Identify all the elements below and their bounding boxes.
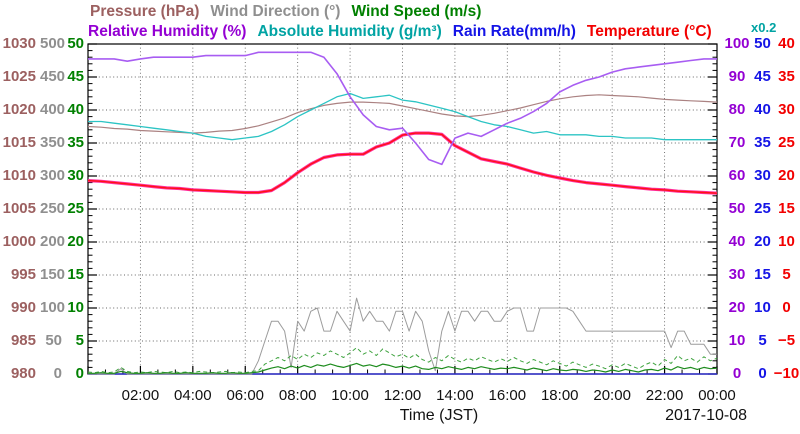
tick-label-wind_speed: 35 (67, 134, 84, 151)
legend-rain-rate: Rain Rate(mm/h) (452, 23, 576, 40)
tick-label-wind_direction: 400 (40, 101, 66, 118)
tick-label-time: 00:00 (698, 387, 736, 404)
tick-label-wind_direction: 100 (40, 299, 66, 316)
tick-label-wind_speed: 25 (67, 200, 84, 217)
tick-label-wind_direction: 250 (40, 200, 66, 217)
tick-label-temperature: 10 (778, 233, 795, 250)
tick-label-time: 14:00 (436, 387, 474, 404)
tick-label-wind_direction: 500 (40, 35, 66, 52)
tick-label-time: 16:00 (488, 387, 527, 404)
tick-label-temperature: 35 (778, 68, 795, 85)
tick-label-temperature: 15 (778, 200, 795, 217)
legend-temperature: Temperature (°C) (586, 23, 712, 40)
tick-label-rain_rate: 0 (758, 365, 767, 382)
tick-label-rain_rate: 10 (754, 299, 771, 316)
tick-label-rain_rate: 50 (754, 35, 771, 52)
legend-wind-direction: Wind Direction (°) (210, 3, 341, 20)
tick-label-pressure: 1030 (2, 35, 36, 52)
tick-label-temperature: 30 (778, 101, 795, 118)
tick-label-rain_rate: 5 (758, 332, 767, 349)
chart-legend-row2: Relative Humidity (%) Absolute Humidity (… (88, 23, 723, 41)
tick-label-wind_speed: 20 (67, 233, 84, 250)
tick-label-relative_humidity: 10 (728, 332, 746, 349)
tick-label-wind_direction: 0 (53, 365, 62, 382)
tick-label-relative_humidity: 80 (728, 101, 746, 118)
tick-label-wind_direction: 150 (40, 266, 66, 283)
series-absolute_humidity (88, 92, 717, 141)
tick-label-relative_humidity: 0 (732, 365, 742, 382)
tick-label-time: 10:00 (331, 387, 369, 404)
tick-label-relative_humidity: 30 (728, 266, 746, 283)
tick-label-time: 20:00 (593, 387, 631, 404)
tick-label-time: 22:00 (645, 387, 684, 404)
tick-label-wind_direction: 350 (40, 134, 66, 151)
tick-label-relative_humidity: 20 (728, 299, 746, 316)
tick-label-pressure: 1020 (2, 101, 36, 118)
tick-label-wind_direction: 300 (40, 167, 66, 184)
tick-label-rain_rate: 30 (754, 167, 771, 184)
series-relative_humidity (88, 51, 717, 166)
tick-label-temperature: 20 (778, 167, 795, 184)
tick-label-rain_rate: 20 (754, 233, 771, 250)
tick-label-relative_humidity: 90 (728, 68, 746, 85)
legend-absolute-humidity: Absolute Humidity (g/m³) (257, 23, 442, 40)
tick-label-wind_speed: 5 (75, 332, 84, 349)
tick-label-wind_speed: 0 (75, 365, 84, 382)
tick-label-relative_humidity: 60 (728, 167, 746, 184)
tick-label-relative_humidity: 70 (728, 134, 746, 151)
tick-label-relative_humidity: 50 (728, 200, 746, 217)
tick-label-pressure: 990 (10, 299, 36, 316)
tick-label-pressure: 1005 (2, 200, 36, 217)
legend-wind-speed: Wind Speed (m/s) (351, 3, 482, 20)
x-axis-title: Time (JST) (399, 407, 479, 424)
chart-legend-row1: Pressure (hPa) Wind Direction (°) Wind Spe… (90, 3, 492, 21)
tick-label-time: 18:00 (540, 387, 579, 404)
series-wind_speed (88, 362, 718, 374)
tick-label-pressure: 980 (10, 365, 36, 382)
tick-label-temperature: 0 (782, 299, 791, 316)
tick-label-rain_rate: 15 (754, 266, 771, 283)
legend-pressure: Pressure (hPa) (90, 3, 200, 20)
tick-label-temperature: 25 (778, 134, 795, 151)
tick-label-temperature: −5 (777, 332, 796, 349)
tick-label-rain_rate: 25 (754, 200, 771, 217)
tick-label-pressure: 1010 (2, 167, 36, 184)
date-label: 2017-10-08 (665, 407, 747, 424)
series-wind_direction (88, 297, 717, 375)
tick-label-wind_direction: 200 (40, 233, 66, 250)
tick-label-wind_speed: 10 (67, 299, 84, 316)
tick-label-wind_speed: 15 (67, 266, 84, 283)
tick-label-temperature: 40 (778, 35, 795, 52)
legend-relative-humidity: Relative Humidity (%) (88, 23, 247, 40)
tick-label-pressure: 1025 (2, 68, 36, 85)
tick-label-time: 12:00 (383, 387, 422, 404)
tick-label-rain_rate: 35 (754, 134, 771, 151)
tick-label-temperature: −10 (773, 365, 800, 382)
tick-label-wind_speed: 50 (67, 35, 84, 52)
tick-label-wind_direction: 450 (40, 68, 66, 85)
tick-label-time: 04:00 (174, 387, 212, 404)
absolute-humidity-scale-note: x0.2 (751, 20, 777, 35)
tick-label-time: 08:00 (278, 387, 317, 404)
tick-label-wind_speed: 30 (67, 167, 84, 184)
tick-label-wind_speed: 40 (67, 101, 84, 118)
tick-label-rain_rate: 45 (754, 68, 771, 85)
series-temperature (87, 132, 718, 194)
tick-label-wind_direction: 50 (45, 332, 62, 349)
tick-label-pressure: 1000 (2, 233, 36, 250)
tick-label-time: 02:00 (121, 387, 160, 404)
tick-label-pressure: 995 (10, 266, 36, 283)
tick-label-pressure: 985 (10, 332, 36, 349)
tick-label-relative_humidity: 100 (724, 35, 750, 52)
tick-label-temperature: 5 (782, 266, 791, 283)
tick-label-pressure: 1015 (2, 134, 36, 151)
tick-label-time: 06:00 (226, 387, 265, 404)
tick-label-wind_speed: 45 (67, 68, 84, 85)
tick-label-relative_humidity: 40 (728, 233, 746, 250)
tick-label-rain_rate: 40 (754, 101, 771, 118)
